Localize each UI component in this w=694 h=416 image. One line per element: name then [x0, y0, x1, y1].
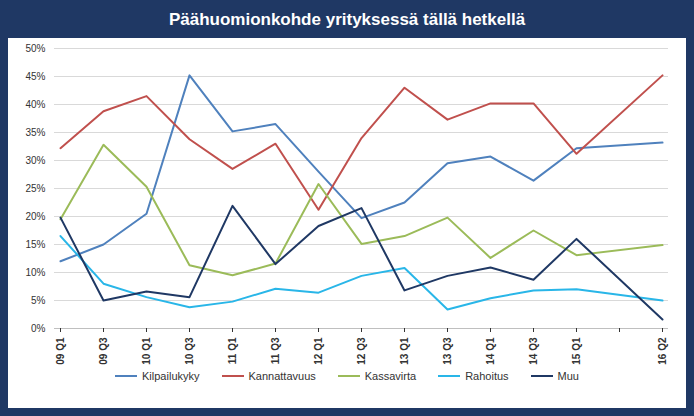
svg-text:45%: 45% [25, 71, 45, 82]
svg-text:11 Q1: 11 Q1 [227, 337, 238, 364]
svg-text:13 Q1: 13 Q1 [399, 337, 410, 365]
html-text:Kilpailukyky: Kilpailukyky [142, 370, 200, 382]
svg-text:09 Q3: 09 Q3 [98, 337, 109, 365]
svg-text:40%: 40% [25, 99, 45, 110]
svg-text:30%: 30% [25, 155, 45, 166]
html-text:Muu: Muu [557, 370, 579, 382]
svg-text:20%: 20% [25, 211, 45, 222]
svg-text:35%: 35% [25, 127, 45, 138]
svg-text:13 Q3: 13 Q3 [442, 337, 453, 365]
svg-text:0%: 0% [31, 323, 46, 334]
svg-text:5%: 5% [31, 295, 46, 306]
svg-text:11 Q3: 11 Q3 [270, 337, 281, 364]
html-text:Päähuomionkohde yrityksessä tä: Päähuomionkohde yrityksessä tällä hetkel… [168, 10, 526, 29]
svg-text:10 Q3: 10 Q3 [184, 337, 195, 365]
svg-text:10 Q1: 10 Q1 [141, 337, 152, 365]
svg-text:10%: 10% [25, 267, 45, 278]
svg-text:25%: 25% [25, 183, 45, 194]
svg-text:15 Q1: 15 Q1 [571, 337, 582, 365]
svg-text:50%: 50% [25, 43, 45, 54]
svg-text:12 Q3: 12 Q3 [356, 337, 367, 365]
html-text:Kannattavuus: Kannattavuus [248, 370, 316, 382]
svg-text:15%: 15% [25, 239, 45, 250]
html-text:Kassavirta: Kassavirta [364, 370, 417, 382]
svg-text:12 Q1: 12 Q1 [313, 337, 324, 365]
html-text:Rahoitus: Rahoitus [465, 370, 509, 382]
svg-text:14 Q3: 14 Q3 [528, 337, 539, 365]
svg-text:09 Q1: 09 Q1 [55, 337, 66, 365]
svg-text:14 Q1: 14 Q1 [485, 337, 496, 365]
svg-text:16 Q2: 16 Q2 [657, 337, 668, 365]
